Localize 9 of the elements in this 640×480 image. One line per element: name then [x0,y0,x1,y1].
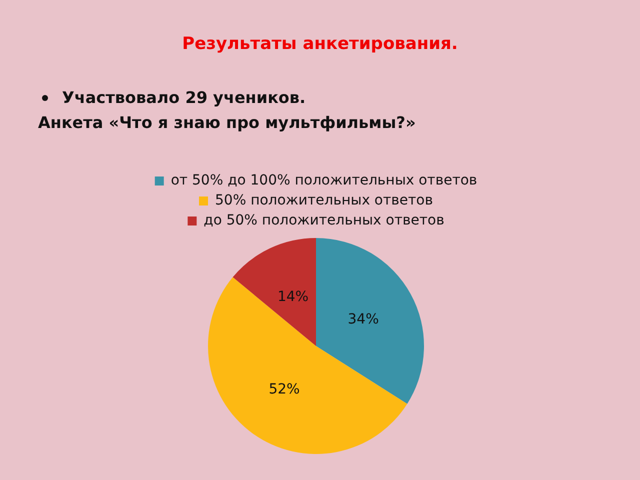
legend-label: от 50% до 100% положительных ответов [170,172,478,189]
data-label: 34% [348,312,379,328]
data-label: 14% [277,288,309,305]
legend-label: 50% положительных ответов [215,192,433,209]
data-label: 52% [268,381,300,398]
text: Анкета «Что я знаю про мультфильмы?» [38,113,416,132]
chart-title: Результаты анкетирования. [181,34,459,54]
text: Участвовало 29 учеников. [62,88,306,107]
legend-label: до 50% положительных ответов [204,212,444,229]
